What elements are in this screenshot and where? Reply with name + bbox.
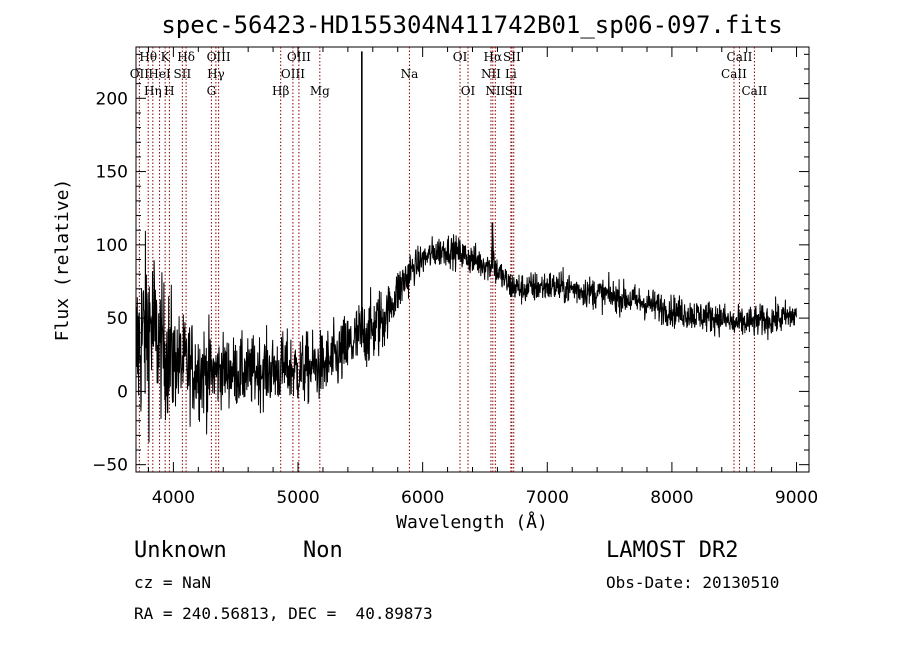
spectral-line-label: SII (174, 67, 192, 81)
spectral-line-label: SII (503, 50, 521, 64)
spectral-line-label: Hη (144, 84, 162, 98)
spectral-line-label: CaII (721, 67, 747, 81)
chart-title: spec-56423-HD155304N411742B01_sp06-097.f… (161, 11, 782, 39)
y-tick-label: 150 (96, 163, 128, 183)
y-axis-label: Flux (relative) (52, 179, 73, 342)
y-tick-label: 0 (117, 382, 128, 402)
x-tick-label: 4000 (152, 488, 195, 508)
survey-name: LAMOST DR2 (606, 538, 739, 563)
y-tick-label: −50 (92, 456, 128, 476)
spectral-line-label: Mg (310, 84, 330, 98)
spectral-line-label: NII (481, 67, 501, 81)
spectral-line-label: Hα (484, 50, 503, 64)
x-tick-label: 5000 (276, 488, 319, 508)
spectral-line-label: Hβ (272, 84, 289, 98)
coordinates-text: RA = 240.56813, DEC = 40.89873 (134, 604, 433, 623)
x-axis-ticks: 4000 5000 6000 7000 8000 9000 (147, 47, 818, 508)
spectral-line-label: NII (485, 84, 505, 98)
x-tick-label: 9000 (775, 488, 818, 508)
object-class: Unknown (134, 538, 227, 563)
spectral-line-label: OII (130, 67, 150, 81)
x-tick-label: 7000 (526, 488, 569, 508)
spectral-line-label: H (164, 84, 174, 98)
spectral-line-label: OIII (287, 50, 311, 64)
y-axis-ticks: −50 0 50 100 150 200 (92, 53, 809, 476)
spectral-line-markers (138, 47, 755, 472)
spectral-line-label: K (161, 50, 171, 64)
spectral-line-label: Na (401, 67, 419, 81)
spectral-line-labels: OIIHθHηHeIKHSIIHδGHγOIIIHβOIIIOIIIMgNaOI… (130, 50, 768, 98)
y-tick-label: 50 (106, 309, 128, 329)
spectral-line-label: CaII (741, 84, 767, 98)
x-tick-label: 8000 (650, 488, 693, 508)
y-tick-label: 200 (96, 89, 128, 109)
object-subclass: Non (303, 538, 343, 563)
spectral-line-label: CaII (727, 50, 753, 64)
y-tick-label: 100 (96, 236, 128, 256)
x-tick-label: 6000 (401, 488, 444, 508)
spectral-line-label: Hθ (139, 50, 157, 64)
spectral-line-label: OI (453, 50, 468, 64)
spectral-line-label: G (207, 84, 217, 98)
x-axis-label: Wavelength (Å) (396, 511, 548, 533)
spectral-line-label: OIII (207, 50, 231, 64)
spectral-line-label: Hγ (207, 67, 225, 81)
spectral-line-label: Hδ (177, 50, 195, 64)
obs-date-text: Obs-Date: 20130510 (606, 573, 780, 592)
spectral-line-label: OIII (281, 67, 305, 81)
spectrum-series (135, 51, 797, 443)
spectral-line-label: HeI (148, 67, 171, 81)
spectrum-line (135, 230, 797, 443)
spectral-line-label: OI (461, 84, 476, 98)
spectral-line-label: Li (505, 67, 517, 81)
redshift-text: cz = NaN (134, 573, 212, 592)
spectral-line-label: SII (505, 84, 523, 98)
